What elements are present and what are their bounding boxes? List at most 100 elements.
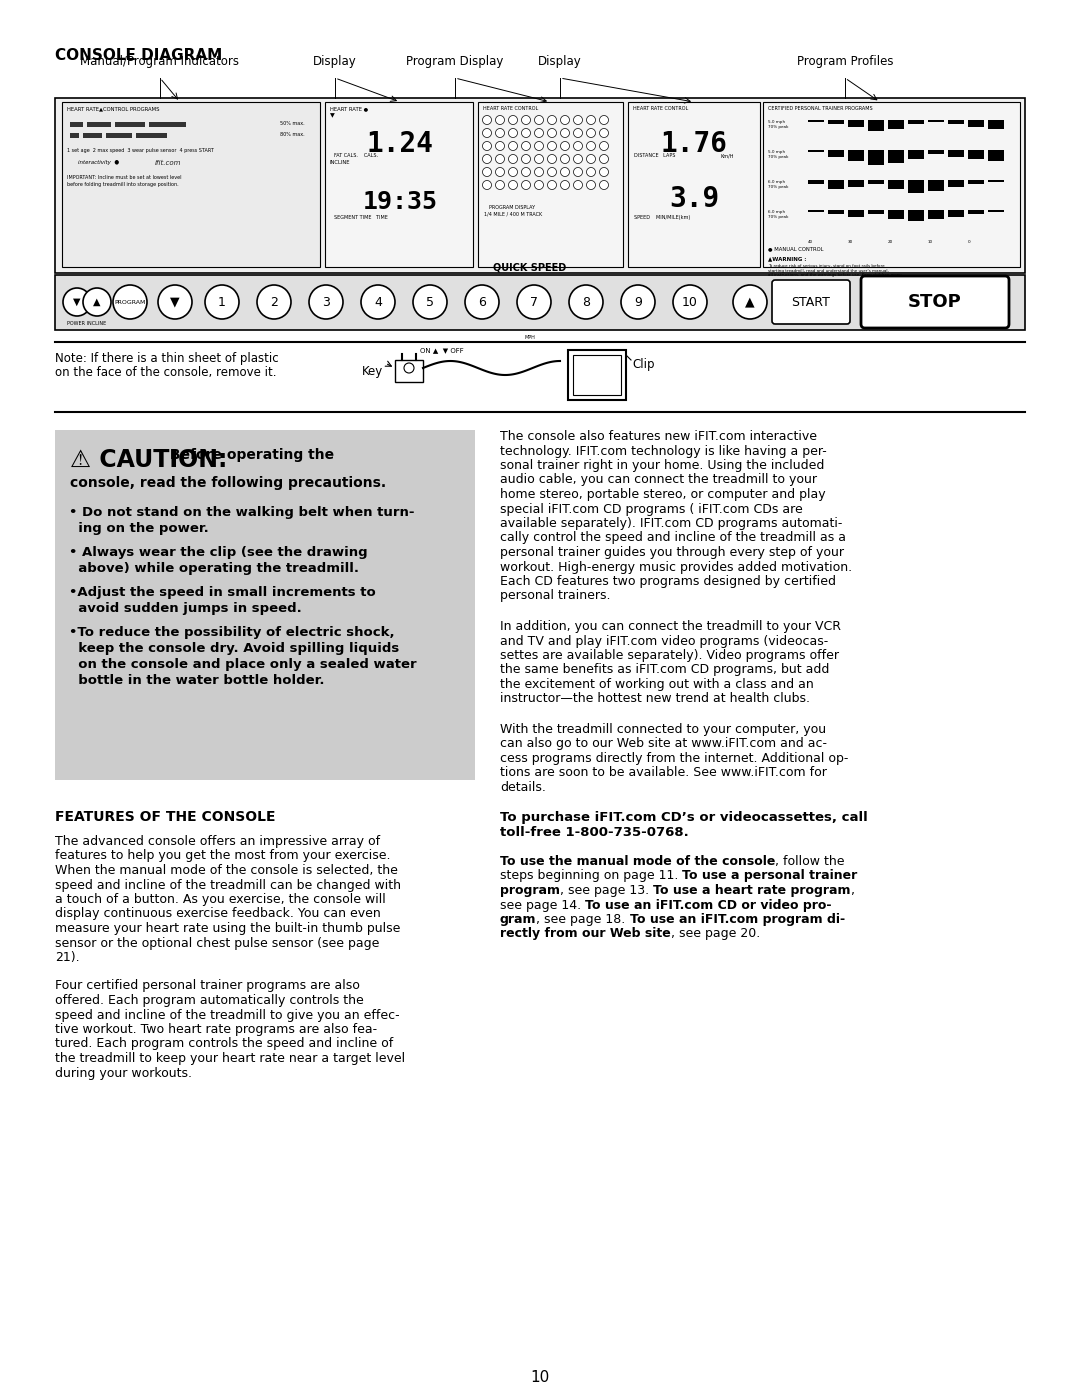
Text: ● MANUAL CONTROL: ● MANUAL CONTROL [768, 246, 824, 251]
Bar [808, 149, 824, 152]
Circle shape [586, 180, 595, 190]
Text: ▼: ▼ [330, 113, 335, 117]
Bar [928, 149, 944, 155]
Circle shape [535, 116, 543, 124]
Circle shape [483, 155, 491, 163]
Text: console, read the following precautions.: console, read the following precautions. [70, 476, 387, 490]
Text: 9: 9 [634, 296, 642, 309]
Bar [968, 210, 984, 214]
Text: START: START [792, 296, 831, 309]
Circle shape [561, 116, 569, 124]
Circle shape [63, 288, 91, 316]
Text: SEGMENT TIME   TIME: SEGMENT TIME TIME [334, 215, 388, 219]
Text: PROGRAM: PROGRAM [114, 299, 146, 305]
Bar [70, 122, 83, 127]
Bar [868, 149, 885, 165]
Text: sonal trainer right in your home. Using the included: sonal trainer right in your home. Using … [500, 460, 824, 472]
Circle shape [496, 141, 504, 151]
Text: To reduce risk of serious injury, stand on foot rails before
starting treadmill,: To reduce risk of serious injury, stand … [768, 264, 902, 277]
Text: steps beginning on page 11.: steps beginning on page 11. [500, 869, 683, 883]
Circle shape [599, 141, 608, 151]
Text: HEART RATE▲CONTROL PROGRAMS: HEART RATE▲CONTROL PROGRAMS [67, 106, 160, 110]
Text: 5.0 mph
70% peak: 5.0 mph 70% peak [768, 120, 788, 129]
Circle shape [561, 129, 569, 137]
Text: Four certified personal trainer programs are also: Four certified personal trainer programs… [55, 979, 360, 992]
Bar [928, 180, 944, 191]
Text: avoid sudden jumps in speed.: avoid sudden jumps in speed. [69, 602, 301, 615]
Text: personal trainer guides you through every step of your: personal trainer guides you through ever… [500, 546, 843, 559]
Text: Each CD features two programs designed by certified: Each CD features two programs designed b… [500, 576, 836, 588]
Circle shape [517, 285, 551, 319]
Text: FAT CALS.    CALS.: FAT CALS. CALS. [334, 154, 378, 158]
Circle shape [522, 155, 530, 163]
Text: , follow the: , follow the [775, 855, 845, 868]
Text: , see page 20.: , see page 20. [671, 928, 760, 940]
Bar [928, 120, 944, 122]
Bar [478, 102, 623, 267]
Bar [627, 102, 760, 267]
Bar [868, 210, 885, 214]
Text: measure your heart rate using the built-in thumb pulse: measure your heart rate using the built-… [55, 922, 401, 935]
Text: 8: 8 [582, 296, 590, 309]
Text: To use an iFIT.com program di-: To use an iFIT.com program di- [630, 914, 845, 926]
Text: see page 14.: see page 14. [500, 898, 585, 911]
Circle shape [205, 285, 239, 319]
Circle shape [483, 168, 491, 176]
Text: home stereo, portable stereo, or computer and play: home stereo, portable stereo, or compute… [500, 488, 825, 502]
Text: 50% max.: 50% max. [281, 122, 305, 126]
Circle shape [413, 285, 447, 319]
Text: and TV and play iFIT.com video programs (videocas-: and TV and play iFIT.com video programs … [500, 634, 828, 647]
Bar [568, 351, 626, 400]
Bar [888, 120, 904, 129]
Text: • Do not stand on the walking belt when turn-: • Do not stand on the walking belt when … [69, 506, 415, 520]
Text: features to help you get the most from your exercise.: features to help you get the most from y… [55, 849, 391, 862]
Bar [968, 180, 984, 184]
Circle shape [561, 155, 569, 163]
Text: Km/H: Km/H [720, 154, 734, 158]
Text: CERTIFIED PERSONAL TRAINER PROGRAMS: CERTIFIED PERSONAL TRAINER PROGRAMS [768, 106, 873, 110]
Text: sensor or the optional chest pulse sensor (see page: sensor or the optional chest pulse senso… [55, 936, 379, 950]
Text: the same benefits as iFIT.com CD programs, but add: the same benefits as iFIT.com CD program… [500, 664, 829, 676]
Circle shape [496, 129, 504, 137]
Text: To use an iFIT.com CD or video pro-: To use an iFIT.com CD or video pro- [585, 898, 832, 911]
Text: 10: 10 [683, 296, 698, 309]
Circle shape [548, 116, 556, 124]
Text: •To reduce the possibility of electric shock,: •To reduce the possibility of electric s… [69, 626, 394, 638]
Circle shape [561, 168, 569, 176]
Text: FEATURES OF THE CONSOLE: FEATURES OF THE CONSOLE [55, 810, 275, 824]
Text: workout. High-energy music provides added motivation.: workout. High-energy music provides adde… [500, 560, 852, 574]
Text: 40: 40 [808, 240, 813, 244]
Circle shape [535, 168, 543, 176]
Text: SPEED    MIN/MILE(km): SPEED MIN/MILE(km) [634, 215, 690, 219]
Circle shape [361, 285, 395, 319]
Circle shape [509, 168, 517, 176]
Text: on the face of the console, remove it.: on the face of the console, remove it. [55, 366, 276, 379]
Bar [968, 149, 984, 159]
Bar [888, 210, 904, 219]
Text: keep the console dry. Avoid spilling liquids: keep the console dry. Avoid spilling liq… [69, 643, 400, 655]
Text: the excitement of working out with a class and an: the excitement of working out with a cla… [500, 678, 813, 692]
FancyBboxPatch shape [772, 279, 850, 324]
Circle shape [509, 141, 517, 151]
Circle shape [309, 285, 343, 319]
Bar [848, 210, 864, 217]
Bar [828, 180, 843, 189]
Text: INCLINE: INCLINE [330, 161, 351, 165]
Text: CONSOLE DIAGRAM: CONSOLE DIAGRAM [55, 47, 222, 63]
Text: DISTANCE   LAPS: DISTANCE LAPS [634, 154, 675, 158]
Bar [70, 133, 79, 138]
Bar [948, 180, 964, 187]
Text: 80% max.: 80% max. [281, 131, 305, 137]
Text: ON ▲  ▼ OFF: ON ▲ ▼ OFF [420, 346, 463, 353]
Text: a touch of a button. As you exercise, the console will: a touch of a button. As you exercise, th… [55, 893, 386, 907]
Text: • Always wear the clip (see the drawing: • Always wear the clip (see the drawing [69, 546, 367, 559]
Text: HEART RATE ●: HEART RATE ● [330, 106, 368, 110]
Circle shape [509, 155, 517, 163]
Text: 5.0 mph
70% peak: 5.0 mph 70% peak [768, 149, 788, 159]
Text: When the manual mode of the console is selected, the: When the manual mode of the console is s… [55, 863, 397, 877]
Text: 5: 5 [426, 296, 434, 309]
Circle shape [573, 141, 582, 151]
Text: ▼: ▼ [171, 296, 179, 309]
Text: 6: 6 [478, 296, 486, 309]
Text: 20: 20 [888, 240, 893, 244]
